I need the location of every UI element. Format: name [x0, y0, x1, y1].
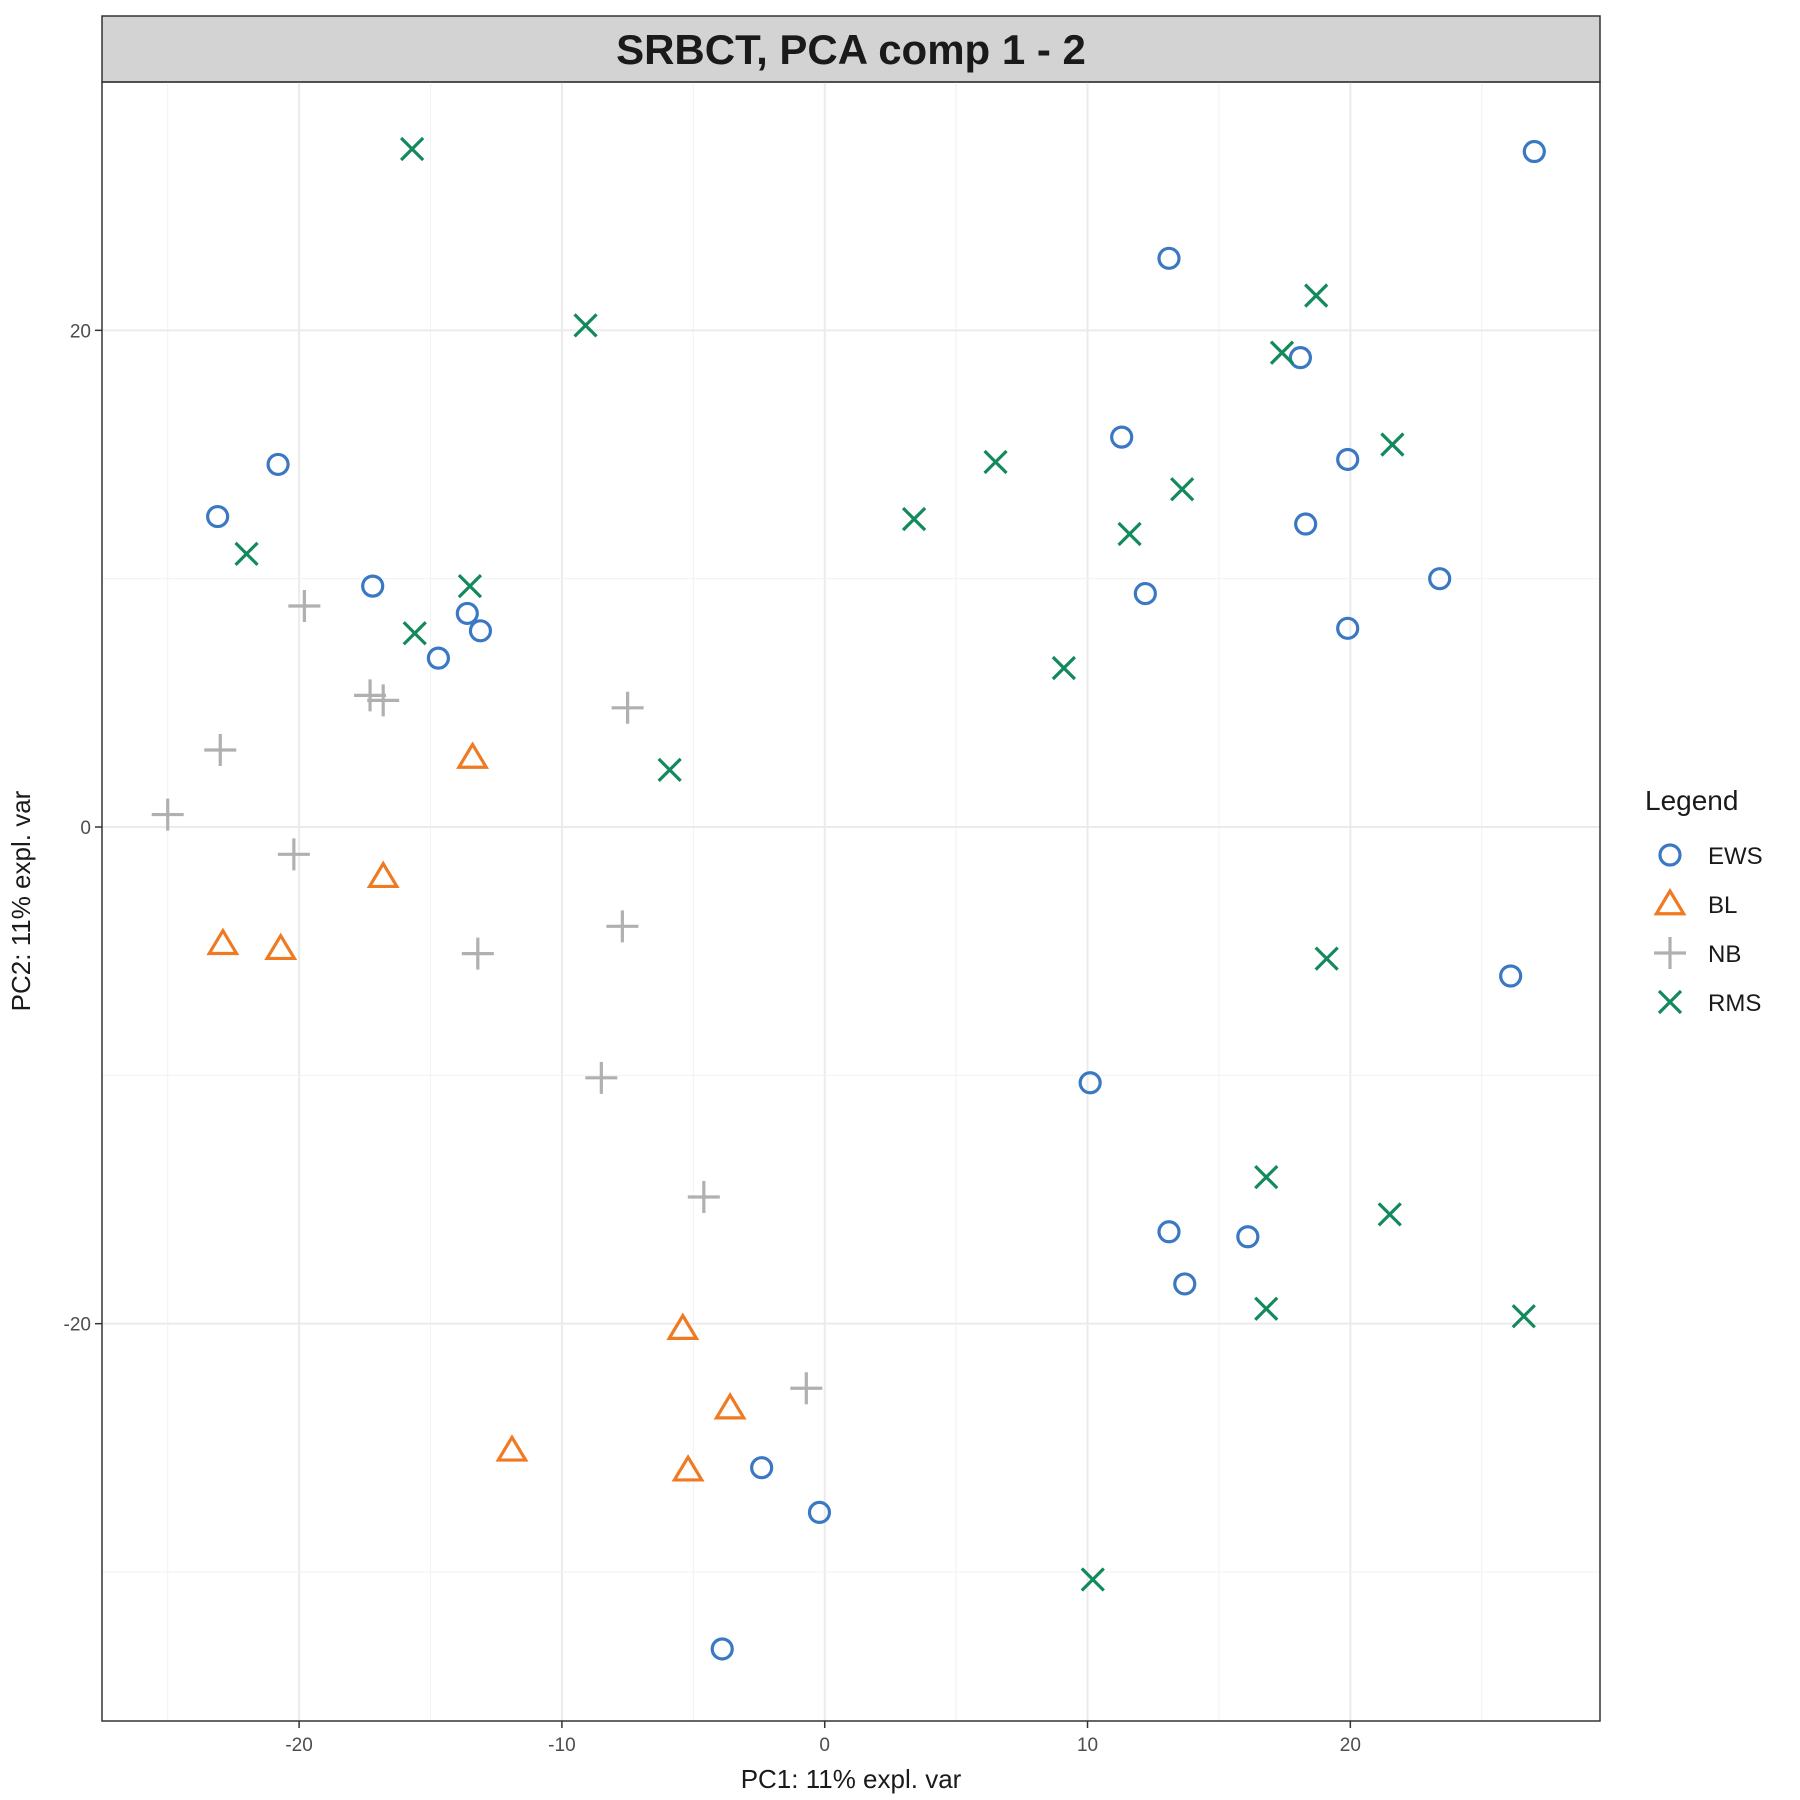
point-ews — [206, 504, 230, 529]
x-axis-title: PC1: 11% expl. var — [741, 1764, 962, 1794]
point-ews — [468, 619, 493, 643]
y-axis-title: PC2: 11% expl. var — [6, 790, 36, 1011]
facet-strip — [101, 15, 1601, 83]
point-ews — [1173, 1272, 1197, 1296]
point-ews — [1499, 964, 1523, 988]
point-ews — [455, 601, 479, 626]
point-rms — [1269, 340, 1295, 365]
point-nb — [687, 1181, 720, 1214]
point-ews — [710, 1637, 734, 1661]
legend-key-rms — [1657, 989, 1683, 1015]
legend-item-rms: RMS — [1657, 989, 1761, 1017]
series-bl — [206, 741, 747, 1482]
legend: Legend EWS BL NB RMS — [1645, 785, 1763, 1017]
chart-title: SRBCT, PCA comp 1 - 2 — [616, 26, 1086, 73]
point-ews — [1294, 512, 1318, 536]
data-points — [151, 136, 1546, 1661]
legend-label-rms: RMS — [1708, 990, 1761, 1017]
point-rms — [1304, 283, 1329, 308]
point-ews — [1157, 246, 1181, 270]
legend-key-bl — [1653, 887, 1687, 916]
legend-item-bl: BL — [1653, 887, 1737, 919]
point-rms — [457, 573, 483, 599]
point-ews — [1336, 616, 1360, 640]
point-rms — [234, 541, 259, 566]
point-rms — [657, 757, 682, 783]
point-ews — [1110, 425, 1134, 449]
y-tick-label: 0 — [80, 818, 91, 839]
point-ews — [1336, 447, 1360, 472]
point-bl — [366, 860, 400, 889]
point-rms — [399, 136, 425, 162]
point-ews — [1157, 1220, 1181, 1244]
point-bl — [456, 741, 490, 769]
legend-label-nb: NB — [1708, 941, 1741, 968]
point-rms — [1170, 477, 1195, 502]
point-rms — [1080, 1567, 1105, 1592]
point-nb — [204, 734, 237, 767]
x-tick-label: 10 — [1077, 1735, 1098, 1756]
point-bl — [713, 1391, 747, 1420]
point-nb — [461, 937, 494, 970]
point-ews — [1078, 1071, 1102, 1095]
point-bl — [495, 1434, 529, 1462]
legend-label-ews: EWS — [1708, 843, 1763, 870]
x-tick-label: -10 — [548, 1735, 575, 1756]
point-nb — [585, 1061, 618, 1094]
point-nb — [367, 684, 400, 717]
plot-panel — [101, 81, 1601, 1722]
point-rms — [1051, 655, 1077, 681]
point-bl — [671, 1454, 705, 1482]
legend-title: Legend — [1645, 785, 1738, 816]
legend-key-nb — [1654, 937, 1686, 969]
series-rms — [234, 136, 1536, 1592]
point-ews — [1428, 567, 1452, 591]
x-tick-label: 0 — [819, 1735, 830, 1756]
axes: -20 -10 0 10 20 -20 0 20 — [64, 321, 1361, 1756]
x-tick-label: 20 — [1340, 1735, 1361, 1756]
legend-item-nb: NB — [1654, 937, 1741, 969]
point-nb — [288, 589, 321, 622]
series-ews — [206, 139, 1546, 1661]
point-nb — [790, 1372, 823, 1405]
point-ews — [361, 574, 385, 598]
y-tick-label: -20 — [64, 1315, 91, 1336]
point-bl — [264, 932, 298, 961]
point-nb — [151, 798, 184, 831]
point-ews — [426, 646, 450, 670]
point-bl — [206, 927, 240, 956]
point-ews — [1288, 346, 1313, 370]
point-nb — [277, 838, 310, 871]
point-rms — [1377, 1202, 1402, 1227]
point-ews — [807, 1500, 832, 1525]
x-tick-label: -20 — [285, 1735, 312, 1756]
point-rms — [1314, 946, 1339, 971]
legend-label-bl: BL — [1708, 892, 1737, 919]
legend-key-ews — [1658, 843, 1682, 867]
series-nb — [151, 589, 823, 1405]
point-ews — [750, 1456, 774, 1480]
point-nb — [354, 679, 387, 712]
point-ews — [1133, 581, 1157, 606]
point-ews — [1522, 139, 1546, 164]
point-rms — [1117, 521, 1142, 547]
point-rms — [402, 621, 427, 646]
point-rms — [1380, 432, 1405, 457]
point-rms — [1254, 1165, 1279, 1190]
point-nb — [611, 691, 644, 724]
y-tick-label: 20 — [70, 321, 91, 342]
point-ews — [266, 452, 290, 477]
point-nb — [606, 910, 639, 943]
point-ews — [1236, 1225, 1260, 1249]
point-rms — [573, 313, 598, 338]
point-rms — [901, 506, 927, 532]
point-rms — [983, 449, 1008, 475]
point-rms — [1511, 1304, 1536, 1329]
point-rms — [1254, 1296, 1279, 1321]
legend-item-ews: EWS — [1658, 843, 1763, 870]
point-bl — [666, 1312, 700, 1340]
